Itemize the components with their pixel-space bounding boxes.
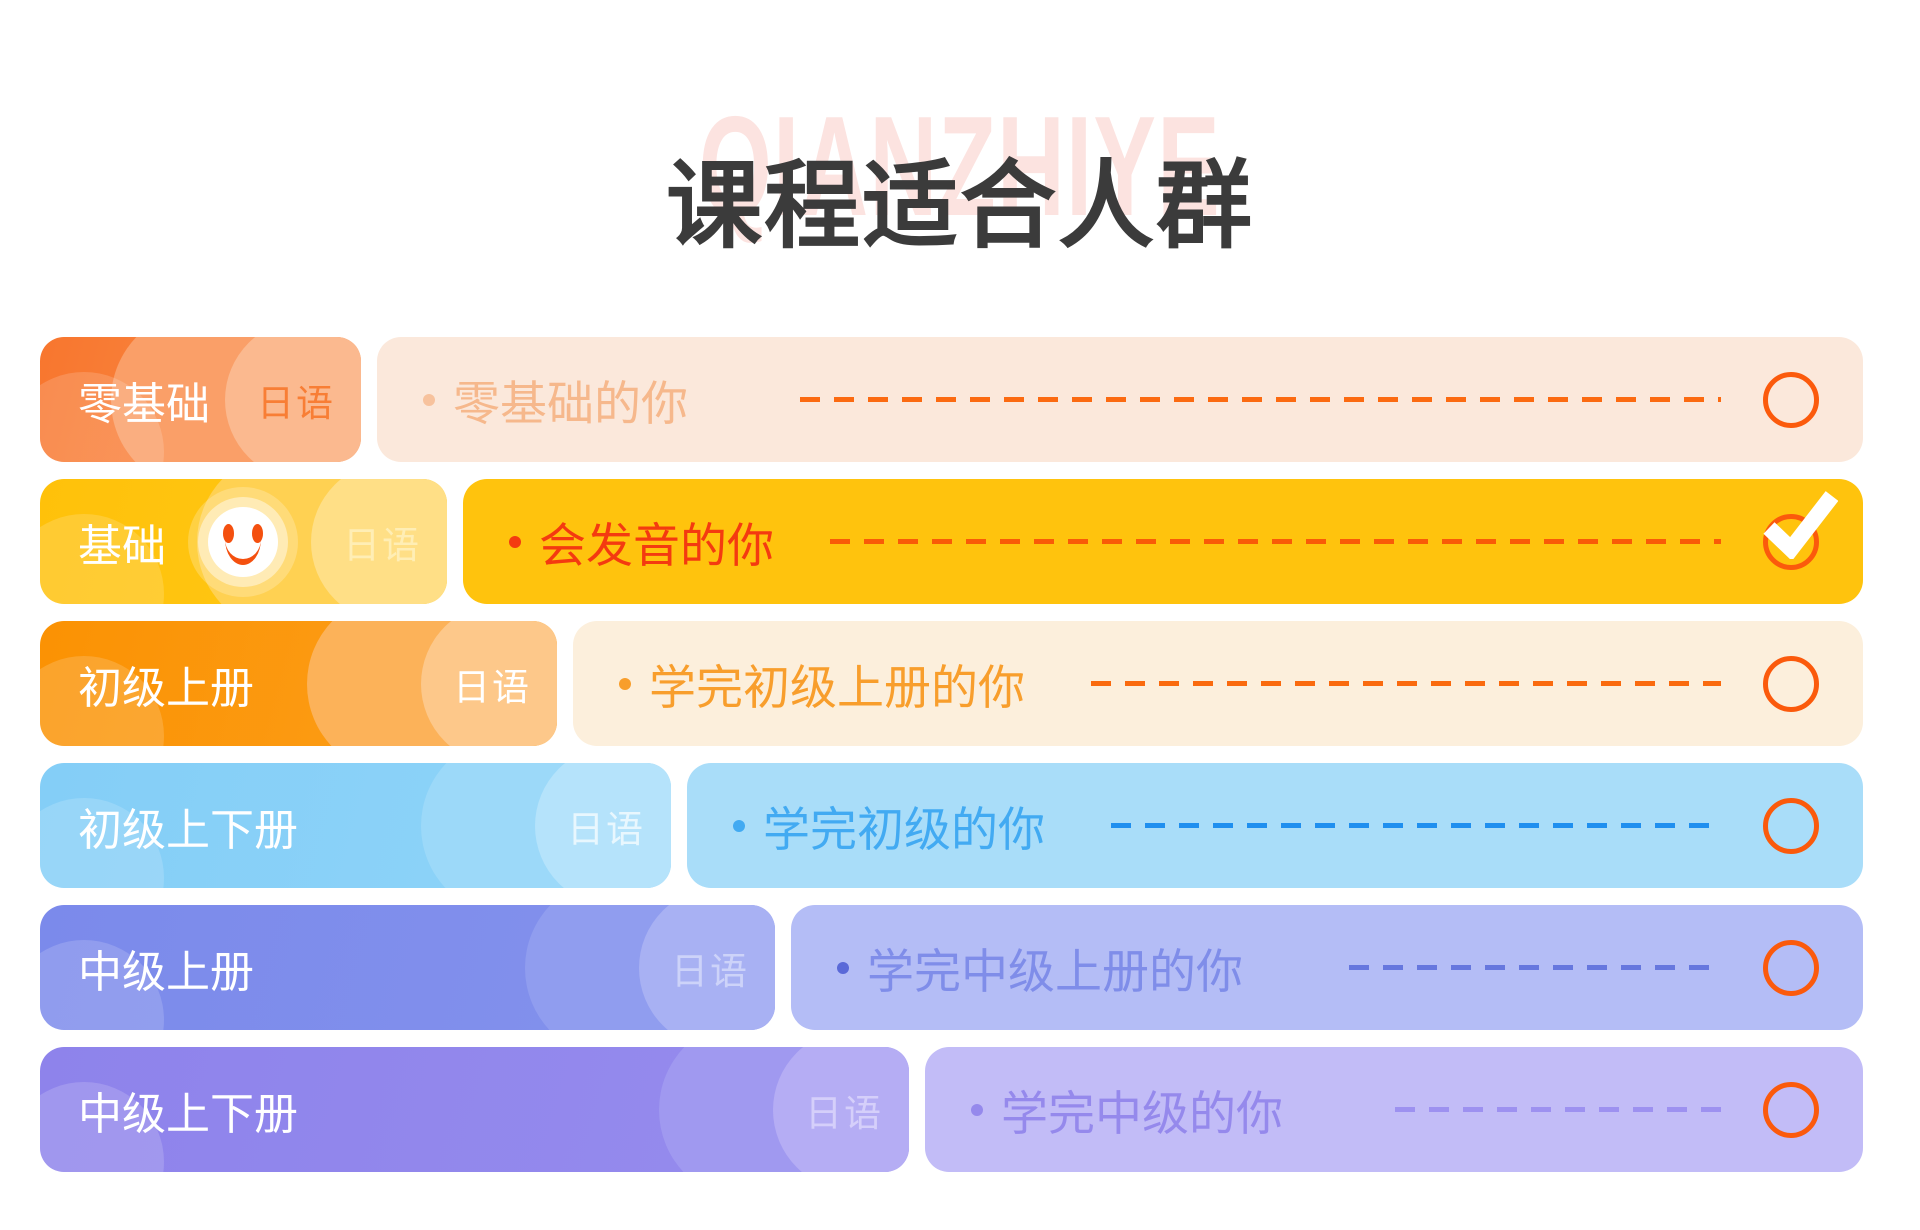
audience-text: 学完中级的你 (1001, 1087, 1283, 1140)
course-row-intermediate-vol1: 中级上册 日语 学完中级上册的你 (40, 905, 1863, 1030)
course-row-basic: 基础 日语 会发音的你 (40, 479, 1863, 604)
level-label-block: 初级上册 日语 (40, 621, 557, 746)
check-icon (1763, 490, 1838, 559)
audience-text: 学完初级上册的你 (649, 661, 1025, 714)
course-row-elementary-vol1: 初级上册 日语 学完初级上册的你 (40, 621, 1863, 746)
radio-circle-checked[interactable] (1763, 490, 1838, 570)
level-text: 中级上下册 (78, 1089, 298, 1139)
label-deco-circle (421, 621, 557, 746)
radio-circle[interactable] (1763, 371, 1819, 428)
label-deco-circle (773, 1047, 909, 1172)
level-label-block: 初级上下册 日语 (40, 763, 671, 888)
language-badge: 日语 (453, 666, 531, 708)
audience-text: 学完初级的你 (763, 803, 1045, 856)
course-row-intermediate-vol1-2: 中级上下册 日语 学完中级的你 (40, 1047, 1863, 1172)
label-deco-circle (311, 479, 447, 604)
level-text: 零基础 (78, 379, 210, 429)
language-badge: 日语 (343, 524, 421, 566)
radio-circle[interactable] (1763, 939, 1819, 996)
dashed-connector (1349, 965, 1721, 970)
dashed-connector (1395, 1107, 1721, 1112)
bullet-dot-icon (423, 393, 435, 406)
dashed-connector (1111, 823, 1721, 828)
level-text: 初级上下册 (78, 805, 298, 855)
course-level-list: 零基础 日语 零基础的你 基础 日语 (40, 337, 1863, 1189)
smiley-face-icon (208, 506, 278, 577)
audience-pill: 零基础的你 (377, 337, 1863, 462)
language-badge: 日语 (567, 808, 645, 850)
audience-pill: 会发音的你 (463, 479, 1863, 604)
language-badge: 日语 (257, 382, 335, 424)
level-label-block: 中级上册 日语 (40, 905, 775, 1030)
audience-pill: 学完中级上册的你 (791, 905, 1863, 1030)
level-text: 基础 (78, 521, 166, 571)
level-label-block: 基础 日语 (40, 479, 447, 604)
audience-pill: 学完初级上册的你 (573, 621, 1863, 746)
dashed-connector (830, 539, 1721, 544)
course-row-elementary-vol1-2: 初级上下册 日语 学完初级的你 (40, 763, 1863, 888)
language-badge: 日语 (805, 1092, 883, 1134)
page-title: 课程适合人群 (666, 153, 1254, 260)
label-deco-circle (639, 905, 775, 1030)
dashed-connector (800, 397, 1721, 402)
bullet-dot-icon (733, 819, 745, 832)
audience-text: 零基础的你 (453, 377, 688, 430)
language-badge: 日语 (671, 950, 749, 992)
level-text: 初级上册 (78, 663, 254, 713)
radio-circle[interactable] (1763, 655, 1819, 712)
bullet-dot-icon (837, 961, 849, 974)
level-text: 中级上册 (78, 947, 254, 997)
bullet-dot-icon (509, 535, 521, 548)
audience-pill: 学完初级的你 (687, 763, 1863, 888)
level-label-block: 中级上下册 日语 (40, 1047, 909, 1172)
radio-circle[interactable] (1763, 1081, 1819, 1138)
dashed-connector (1091, 681, 1721, 686)
bullet-dot-icon (619, 677, 631, 690)
audience-text: 会发音的你 (539, 519, 774, 572)
radio-circle[interactable] (1763, 797, 1819, 854)
watermark-text: QIANZHIYE (698, 87, 1222, 246)
label-deco-circle (225, 337, 361, 462)
audience-pill: 学完中级的你 (925, 1047, 1863, 1172)
course-row-zero-basic: 零基础 日语 零基础的你 (40, 337, 1863, 462)
level-label-block: 零基础 日语 (40, 337, 361, 462)
label-deco-circle (535, 763, 671, 888)
audience-text: 学完中级上册的你 (867, 945, 1243, 998)
bullet-dot-icon (971, 1103, 983, 1116)
